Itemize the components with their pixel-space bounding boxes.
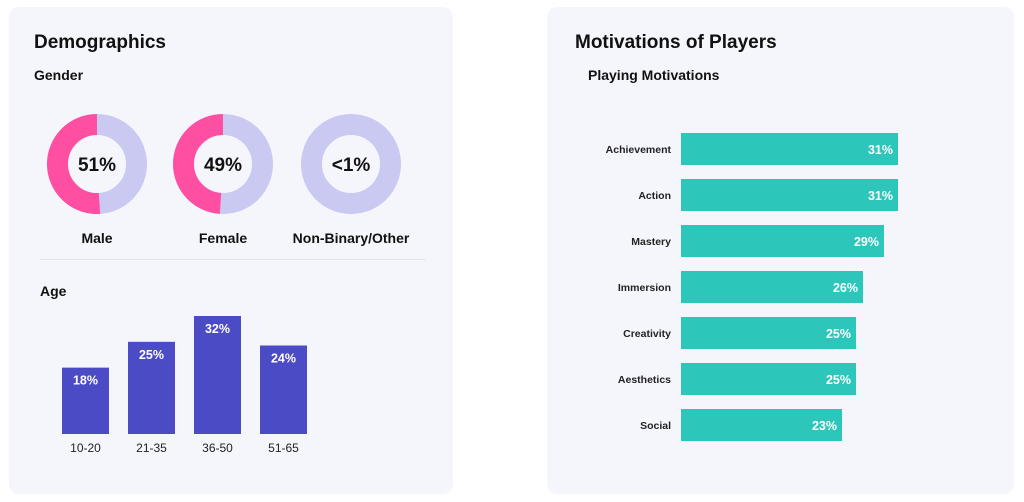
donut-category-label: Male bbox=[81, 230, 112, 246]
donut-filled-segment bbox=[47, 114, 101, 214]
gender-donut-2: 49% Female bbox=[173, 114, 273, 246]
motivations-bar-chart: 31% Achievement 31% Action 29% Mastery 26% Imme… bbox=[606, 133, 898, 441]
age-category-label: 21-35 bbox=[136, 441, 167, 455]
motivation-bar-mastery bbox=[681, 225, 884, 257]
motivation-value-label: 25% bbox=[826, 373, 851, 387]
motivation-bar-immersion bbox=[681, 271, 863, 303]
motivations-title: Motivations of Players bbox=[575, 32, 777, 53]
motivation-value-label: 26% bbox=[833, 281, 858, 295]
motivation-category-label: Creativity bbox=[623, 328, 671, 340]
gender-title: Gender bbox=[34, 67, 84, 83]
motivation-category-label: Achievement bbox=[606, 144, 672, 156]
age-category-label: 36-50 bbox=[202, 441, 233, 455]
gender-donut-1: 51% Male bbox=[47, 114, 147, 246]
age-bar-51-65 bbox=[260, 345, 307, 434]
age-category-label: 51-65 bbox=[268, 441, 299, 455]
motivation-bar-social bbox=[681, 409, 842, 441]
motivations-card: Motivations of Players Playing Motivatio… bbox=[547, 7, 1014, 494]
motivation-category-label: Aesthetics bbox=[618, 374, 671, 386]
gender-donut-3: <1% Non-Binary/Other bbox=[293, 114, 410, 246]
demographics-card: Demographics Gender 51% Male 49% Female <1% N… bbox=[9, 7, 453, 494]
donut-remainder-ring bbox=[301, 114, 401, 214]
motivation-bar-creativity bbox=[681, 317, 856, 349]
gender-donut-chart: 51% Male 49% Female <1% Non-Binary/Other bbox=[47, 114, 410, 246]
donut-percent-label: 49% bbox=[204, 155, 242, 176]
donut-filled-segment bbox=[173, 114, 224, 214]
age-bar-chart: 18% 10-20 25% 21-35 32% 36-50 24% 51-65 bbox=[62, 316, 307, 455]
motivation-category-label: Action bbox=[638, 190, 671, 202]
age-bar-value-label: 25% bbox=[139, 348, 164, 362]
motivation-value-label: 31% bbox=[868, 143, 893, 157]
age-bar-value-label: 24% bbox=[271, 352, 296, 366]
donut-percent-label: 51% bbox=[78, 155, 116, 176]
motivation-value-label: 31% bbox=[868, 189, 893, 203]
motivation-value-label: 23% bbox=[812, 419, 837, 433]
playing-motivations-subtitle: Playing Motivations bbox=[588, 67, 720, 83]
donut-category-label: Non-Binary/Other bbox=[293, 230, 410, 246]
age-title: Age bbox=[40, 283, 67, 299]
age-bar-21-35 bbox=[128, 341, 175, 434]
donut-category-label: Female bbox=[199, 230, 247, 246]
motivation-bar-action bbox=[681, 179, 898, 211]
motivation-category-label: Mastery bbox=[631, 236, 671, 248]
age-bar-36-50 bbox=[194, 316, 241, 434]
motivation-value-label: 29% bbox=[854, 235, 879, 249]
motivation-category-label: Immersion bbox=[618, 282, 671, 294]
demographics-title: Demographics bbox=[34, 32, 166, 53]
donut-percent-label: <1% bbox=[332, 155, 371, 176]
age-category-label: 10-20 bbox=[70, 441, 101, 455]
motivation-bar-aesthetics bbox=[681, 363, 856, 395]
section-divider bbox=[40, 259, 426, 260]
age-bar-10-20 bbox=[62, 367, 109, 434]
motivation-category-label: Social bbox=[640, 420, 671, 432]
motivation-bar-achievement bbox=[681, 133, 898, 165]
age-bar-value-label: 18% bbox=[73, 374, 98, 388]
motivation-value-label: 25% bbox=[826, 327, 851, 341]
age-bar-value-label: 32% bbox=[205, 322, 230, 336]
